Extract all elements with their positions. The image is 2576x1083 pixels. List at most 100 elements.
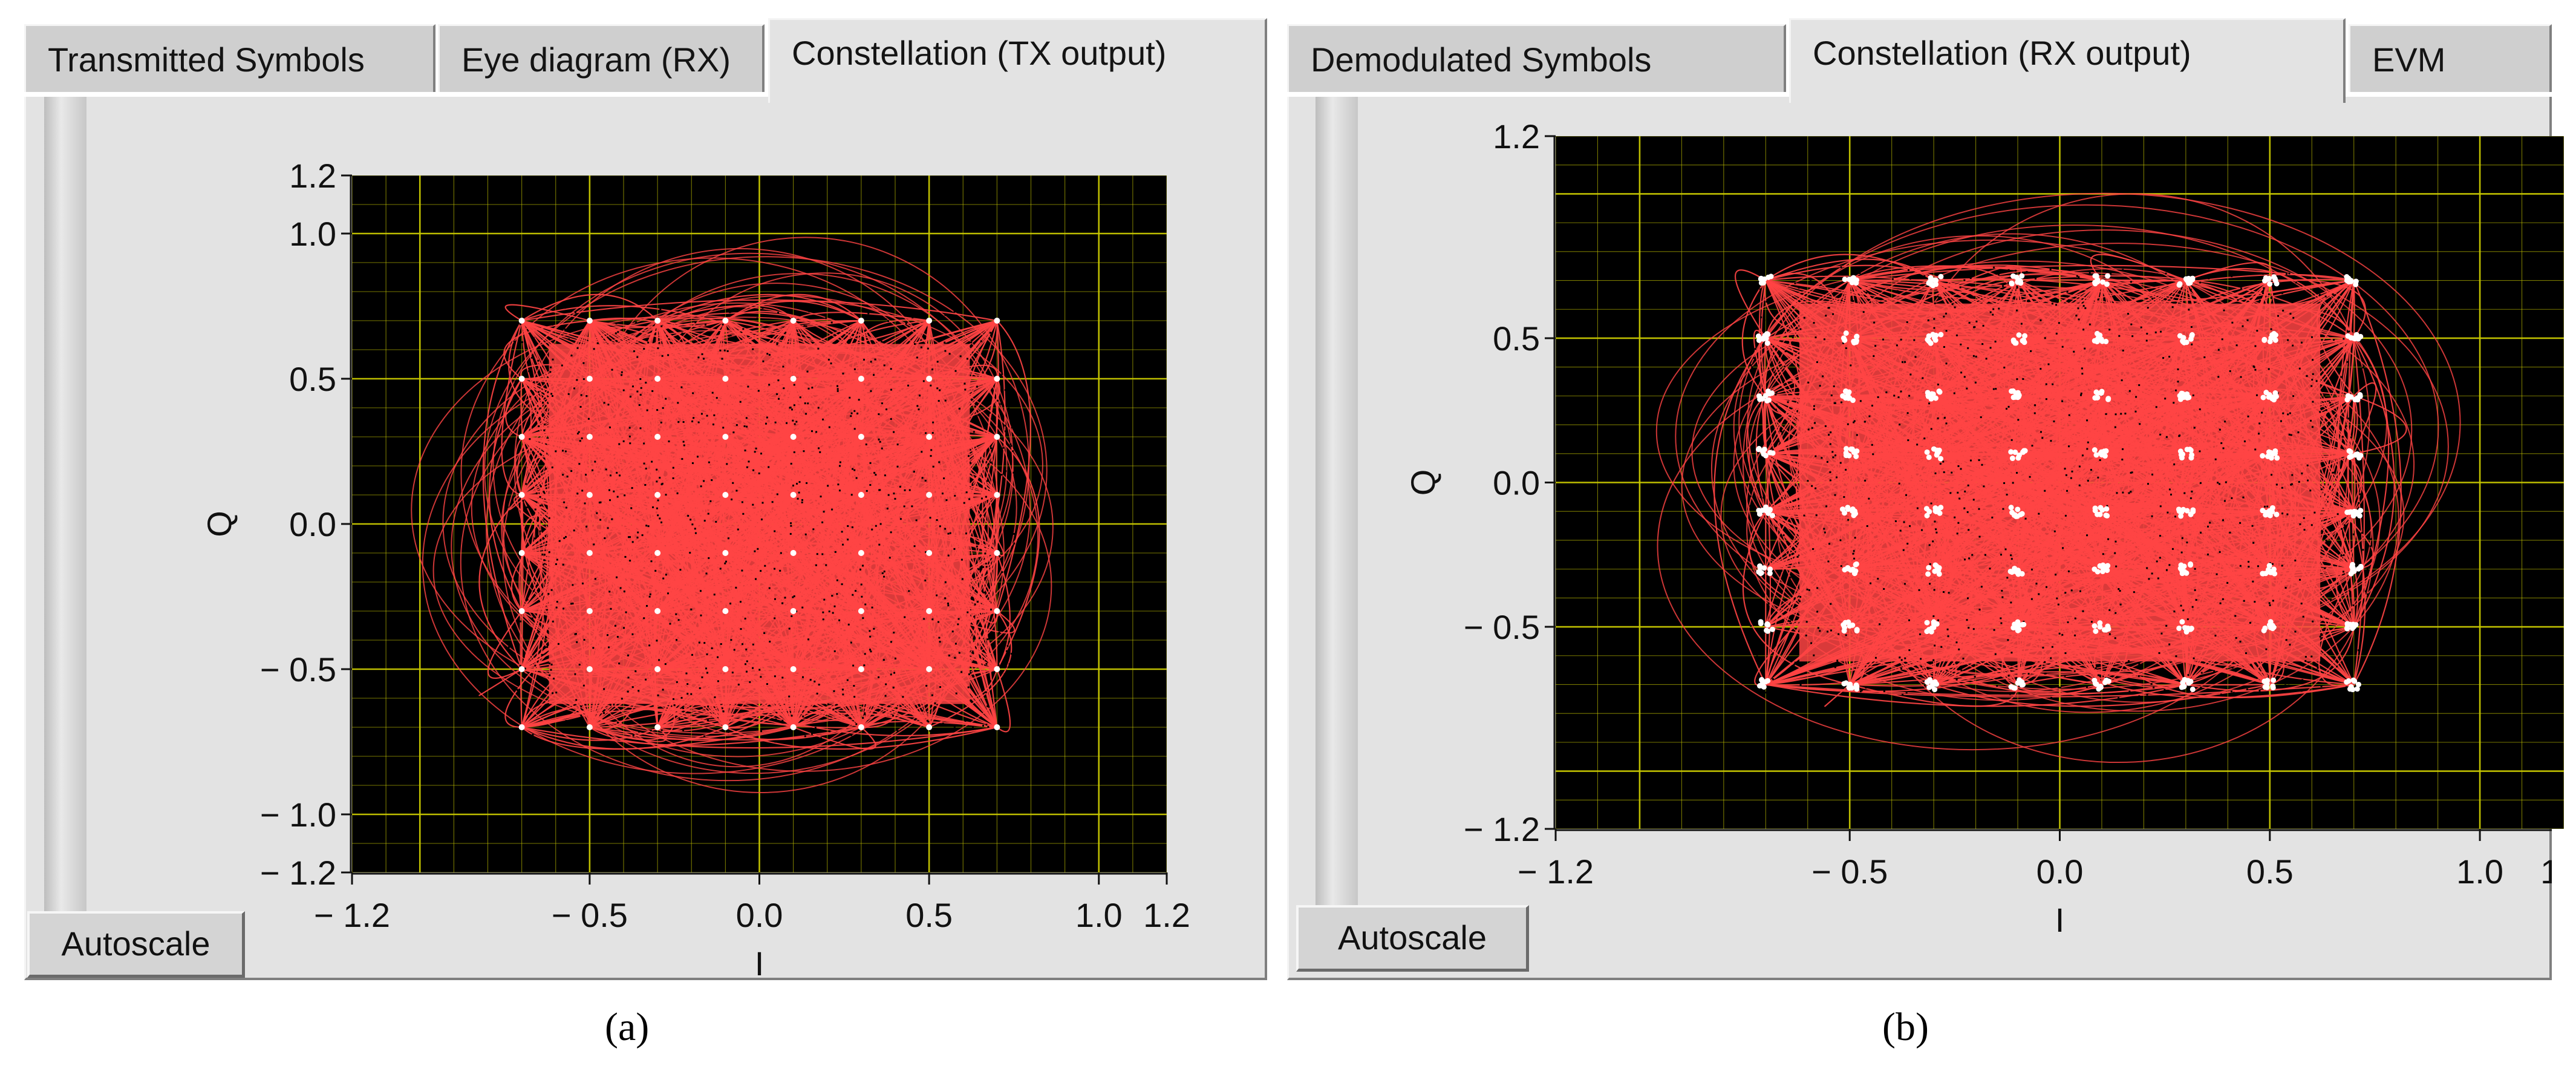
symbol-point: [2183, 276, 2189, 282]
symbol-point: [2009, 456, 2015, 462]
symbol-point: [858, 318, 864, 324]
symbol-point: [994, 376, 1000, 382]
symbol-point: [2010, 685, 2017, 691]
tab-constellation-tx-output[interactable]: Constellation (TX output): [768, 18, 1267, 103]
symbol-point: [1842, 510, 1848, 516]
constellation-plot-tx: [352, 175, 1167, 872]
symbol-point: [2266, 275, 2272, 281]
tab-eye-diagram-rx[interactable]: Eye diagram (RX): [438, 24, 765, 92]
symbol-point: [2015, 390, 2021, 396]
symbol-point: [518, 492, 525, 498]
graph-scroll-strip[interactable]: [1316, 97, 1358, 935]
plot-axes-rx: Q I 1.2 0.5 0.0 − 0.5 − 1.2 − 1.2 − 0.5 0.0 0.5 1…: [1404, 117, 2552, 939]
autoscale-button[interactable]: Autoscale: [1296, 905, 1529, 972]
symbol-point: [586, 724, 593, 730]
symbol-point: [2190, 686, 2196, 692]
symbol-point: [2017, 678, 2023, 684]
symbol-point: [2345, 333, 2351, 339]
symbol-point: [2265, 511, 2271, 517]
symbol-point: [2272, 571, 2278, 577]
symbol-point: [1757, 564, 1763, 571]
tab-constellation-rx-output[interactable]: Constellation (RX output): [1789, 18, 2346, 103]
symbol-point: [2187, 280, 2193, 286]
constellation-panel-rx: Demodulated Symbols Constellation (RX ou…: [1287, 18, 2564, 980]
symbol-point: [2099, 338, 2105, 344]
symbol-point: [1756, 393, 1762, 399]
symbol-point: [1769, 626, 1775, 632]
symbol-point: [790, 724, 797, 730]
constellation-plot-rx: [1556, 136, 2564, 829]
symbol-point: [2271, 677, 2277, 683]
symbol-point: [1850, 566, 1856, 572]
symbol-point: [2092, 280, 2098, 286]
tab-transmitted-symbols[interactable]: Transmitted Symbols: [24, 24, 435, 92]
symbol-point: [2182, 625, 2188, 631]
symbol-point: [1931, 619, 1937, 625]
symbol-point: [2346, 678, 2352, 684]
symbol-point: [926, 608, 933, 614]
symbol-point: [2179, 619, 2185, 625]
symbol-point: [2271, 566, 2277, 572]
symbol-point: [654, 550, 661, 556]
symbol-point: [1931, 446, 1937, 452]
symbol-point: [1926, 333, 1932, 339]
constellation-symbols: [518, 318, 1000, 730]
symbol-point: [1756, 508, 1762, 514]
x-tick-label: 1.0: [2456, 852, 2503, 891]
symbol-point: [2009, 569, 2015, 575]
symbol-point: [2022, 333, 2028, 339]
symbol-point: [926, 318, 933, 324]
symbol-point: [2353, 281, 2359, 287]
constellation-symbols: [1755, 273, 2364, 693]
y-tick-label: 0.5: [1493, 319, 1540, 358]
symbol-point: [926, 550, 933, 556]
symbol-point: [1925, 679, 1931, 685]
symbol-point: [1841, 335, 1847, 341]
symbol-point: [2102, 453, 2108, 459]
symbol-point: [2347, 686, 2353, 692]
symbol-point: [2104, 506, 2110, 512]
symbol-point: [586, 492, 593, 498]
symbol-point: [1770, 450, 1776, 456]
tab-demodulated-symbols[interactable]: Demodulated Symbols: [1287, 24, 1786, 92]
symbol-point: [1938, 456, 1944, 462]
symbol-point: [2358, 508, 2364, 514]
symbol-point: [1845, 564, 1851, 571]
symbol-point: [1928, 281, 1934, 287]
symbol-point: [2018, 512, 2024, 518]
symbol-point: [2016, 332, 2022, 338]
symbol-point: [654, 724, 661, 730]
symbol-point: [1932, 508, 1939, 514]
symbol-point: [2272, 332, 2278, 338]
x-tick-label: 1.2: [2540, 852, 2552, 891]
symbol-point: [2270, 685, 2276, 691]
symbol-point: [518, 376, 525, 382]
symbol-point: [2272, 337, 2278, 343]
symbol-point: [2097, 624, 2103, 630]
y-tick-label: − 1.0: [260, 796, 336, 834]
y-tick-label: − 0.5: [1464, 608, 1540, 646]
symbol-point: [1757, 569, 1763, 575]
symbol-point: [2010, 388, 2016, 394]
tab-evm[interactable]: EVM: [2349, 24, 2552, 92]
x-tick-label: − 0.5: [552, 896, 628, 934]
symbol-point: [2021, 448, 2027, 454]
symbol-point: [2188, 561, 2194, 567]
symbol-point: [1925, 571, 1931, 577]
x-tick-label: 1.0: [1075, 896, 1123, 934]
symbol-point: [722, 376, 729, 382]
symbol-point: [2183, 570, 2190, 576]
autoscale-button[interactable]: Autoscale: [27, 911, 245, 978]
symbol-point: [1851, 339, 1857, 345]
symbol-point: [2346, 448, 2352, 454]
symbol-point: [858, 550, 864, 556]
symbol-point: [2354, 396, 2360, 402]
symbol-point: [1843, 395, 1849, 401]
constellation-panel-tx: Transmitted Symbols Eye diagram (RX) Con…: [24, 18, 1267, 980]
symbol-point: [1938, 273, 1944, 280]
symbol-point: [2019, 571, 2025, 577]
symbol-point: [2348, 278, 2354, 284]
graph-scroll-strip[interactable]: [44, 97, 86, 935]
symbol-point: [2266, 622, 2272, 628]
symbol-point: [1936, 388, 1942, 394]
